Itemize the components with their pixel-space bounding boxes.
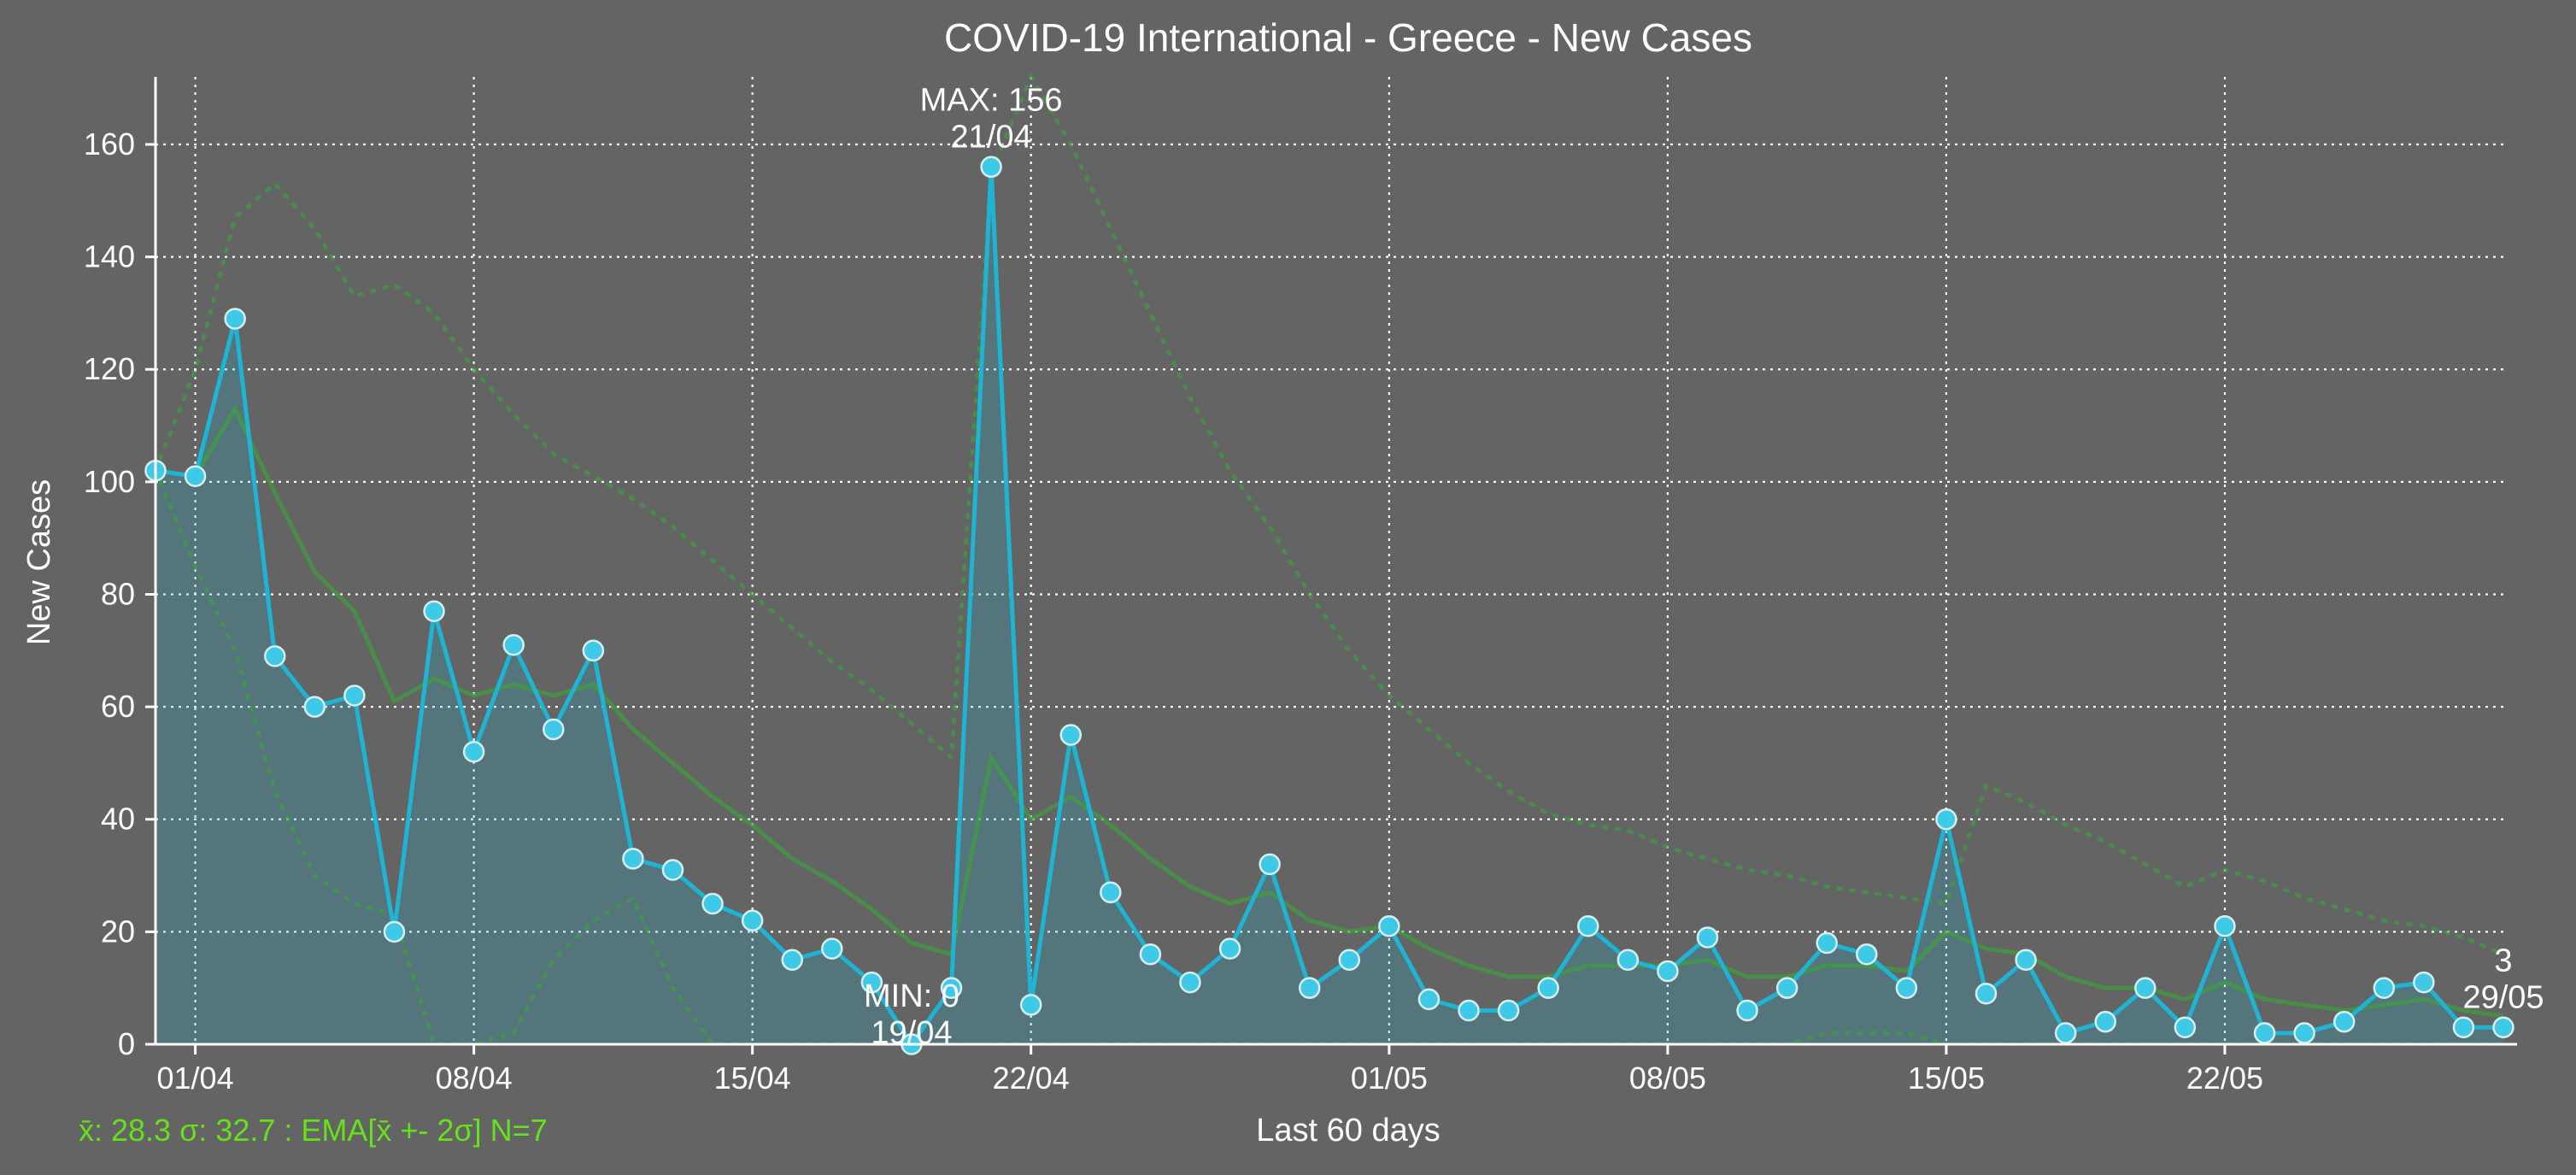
data-point [2373, 977, 2396, 999]
data-point [1696, 926, 1719, 949]
ema-bands-group [155, 72, 2503, 1044]
data-point [1139, 943, 1162, 966]
data-point [2492, 1016, 2514, 1039]
data-point [2094, 1010, 2116, 1033]
data-point [1218, 937, 1241, 960]
data-point [1657, 960, 1679, 983]
x-tick-label: 08/04 [436, 1060, 513, 1096]
ema-upper-band [155, 72, 2503, 957]
last-value-annotation: 3 [2494, 943, 2512, 978]
data-point [1935, 808, 1957, 831]
data-point [1338, 949, 1361, 972]
data-point [184, 465, 207, 488]
data-point [1775, 977, 1799, 999]
data-point [1736, 999, 1758, 1022]
data-point [2413, 971, 2435, 994]
data-point [2054, 1022, 2077, 1044]
data-point [543, 718, 565, 741]
y-tick-label: 60 [101, 689, 135, 724]
data-point [2293, 1022, 2315, 1044]
min-annotation-label: MIN: 0 [864, 978, 959, 1014]
data-point [781, 949, 803, 972]
data-point [1617, 949, 1640, 972]
data-point [1179, 971, 1201, 994]
min-annotation-date: 19/04 [871, 1015, 952, 1051]
data-point [2015, 949, 2037, 972]
data-point [2332, 1010, 2356, 1033]
ema-bands [155, 72, 2503, 1044]
y-tick-label: 40 [101, 802, 135, 837]
data-point [1378, 915, 1400, 937]
data-point [224, 308, 246, 330]
data-point [1895, 977, 1918, 999]
data-point [263, 645, 286, 667]
data-point [582, 639, 605, 662]
data-point [1576, 915, 1599, 937]
data-point [1059, 724, 1083, 746]
data-point [1417, 988, 1441, 1011]
y-axis-label: New Cases [21, 479, 57, 645]
data-point [2452, 1016, 2475, 1039]
data-point [980, 156, 1002, 179]
x-tick-label: 15/05 [1908, 1060, 1985, 1096]
data-point [741, 909, 764, 931]
data-point [1019, 994, 1042, 1016]
ema-lower-band [155, 468, 2503, 1044]
cases-points [144, 156, 2514, 1055]
data-point [940, 977, 963, 999]
data-point [1497, 999, 1520, 1022]
data-point [2134, 977, 2156, 999]
data-point [860, 971, 883, 994]
data-point [622, 848, 644, 870]
axes [154, 77, 2517, 1046]
data-point [502, 633, 525, 656]
last-date-annotation: 29/05 [2462, 979, 2544, 1015]
y-ticks: 0 20 40 60 80 100 120 140 160 [84, 126, 155, 1061]
data-point [2214, 915, 2236, 937]
data-point [2253, 1022, 2276, 1044]
x-tick-label: 22/05 [2186, 1060, 2263, 1096]
data-point [1298, 977, 1321, 999]
x-axis-label: Last 60 days [1256, 1113, 1440, 1149]
y-tick-label: 160 [84, 126, 135, 162]
ema-line [155, 403, 2503, 1019]
data-point [1816, 931, 1838, 955]
x-tick-label: 15/04 [714, 1060, 791, 1096]
x-tick-label: 01/04 [157, 1060, 234, 1096]
stats-summary: x̄: 28.3 σ: 32.7 : EMA[x̄ +- 2σ] N=7 [79, 1113, 548, 1148]
data-point [1537, 977, 1559, 999]
data-point [343, 684, 366, 707]
y-tick-label: 20 [101, 914, 135, 949]
data-point [423, 600, 445, 622]
data-point [1259, 853, 1281, 876]
x-tick-label: 22/04 [993, 1060, 1070, 1096]
x-tick-label: 01/05 [1351, 1060, 1428, 1096]
data-point [1975, 983, 1998, 1005]
data-point [303, 696, 326, 718]
data-point [701, 892, 724, 915]
data-point [821, 937, 843, 960]
cases-area [155, 167, 2503, 1044]
x-ticks: 01/04 08/04 15/04 22/04 01/05 08/05 15/05 22/05 [157, 1044, 2263, 1096]
data-point [1458, 999, 1480, 1022]
x-tick-label: 08/05 [1629, 1060, 1706, 1096]
data-point [1100, 881, 1122, 904]
data-point [462, 741, 485, 763]
y-tick-label: 140 [84, 239, 135, 274]
data-point [661, 859, 684, 881]
max-annotation-date: 21/04 [951, 119, 1032, 155]
max-annotation-label: MAX: 156 [920, 82, 1063, 118]
y-tick-label: 80 [101, 576, 135, 611]
y-tick-label: 0 [118, 1026, 135, 1061]
data-point [383, 920, 406, 943]
data-point [1856, 943, 1878, 966]
y-tick-label: 120 [84, 351, 135, 386]
chart-title: COVID-19 International - Greece - New Ca… [944, 15, 1752, 60]
y-tick-label: 100 [84, 464, 135, 499]
data-point [2174, 1016, 2197, 1039]
